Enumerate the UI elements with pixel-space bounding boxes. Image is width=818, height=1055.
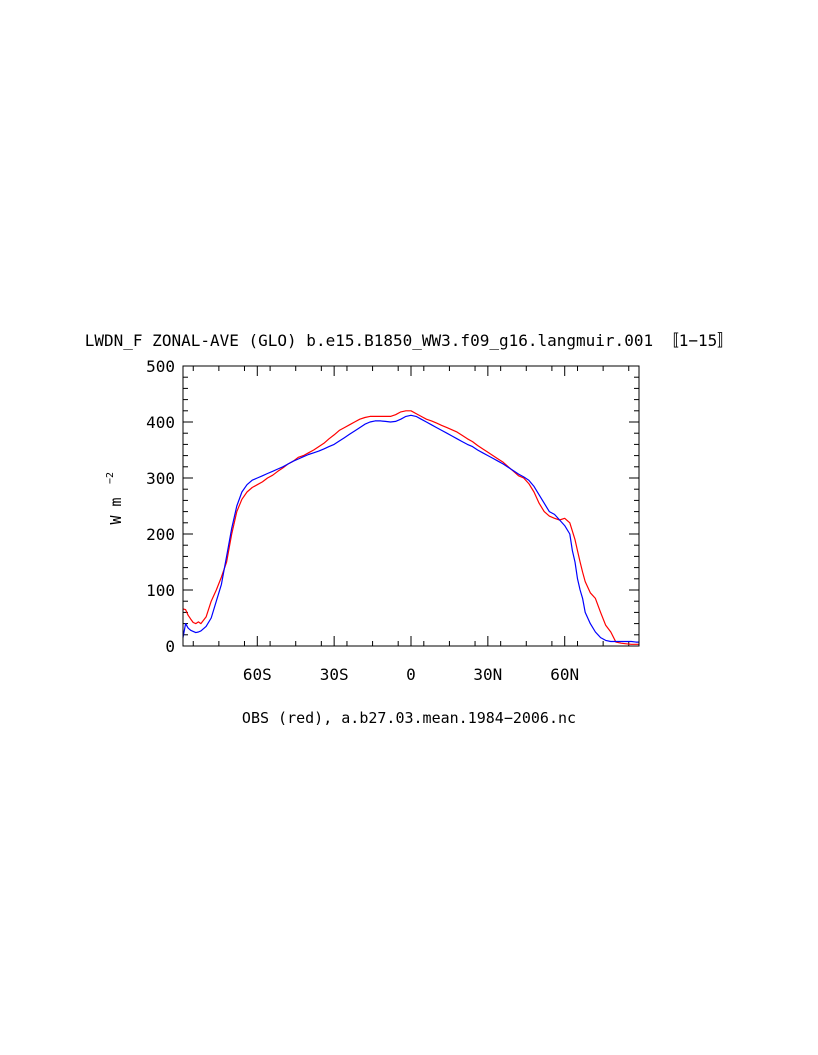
plot-frame bbox=[182, 365, 640, 647]
major-ticks bbox=[183, 365, 639, 647]
y-tick-label: 500 bbox=[146, 357, 175, 376]
y-tick-label: 200 bbox=[146, 525, 175, 544]
x-tick-label: 0 bbox=[406, 665, 416, 684]
x-tick-label: 60S bbox=[243, 665, 272, 684]
y-tick-label: 0 bbox=[165, 637, 175, 656]
y-axis-label: W m −2 bbox=[105, 472, 125, 525]
chart-title: LWDN_F ZONAL-AVE (GLO) b.e15.B1850_WW3.f… bbox=[85, 331, 734, 350]
y-tick-label: 300 bbox=[146, 469, 175, 488]
y-axis-label-exponent: −2 bbox=[105, 472, 116, 484]
y-tick-label: 400 bbox=[146, 413, 175, 432]
series-lines bbox=[182, 410, 639, 645]
y-tick-label: 100 bbox=[146, 581, 175, 600]
x-tick-label: 30N bbox=[473, 665, 502, 684]
model-series-line bbox=[182, 414, 639, 643]
minor-ticks bbox=[183, 365, 639, 647]
x-tick-label: 60N bbox=[550, 665, 579, 684]
x-tick-label: 30S bbox=[320, 665, 349, 684]
obs-series-line bbox=[182, 410, 639, 645]
y-axis-label-text: W m bbox=[107, 497, 125, 524]
tick-labels: 0 100 200 300 400 500 60S 30S 0 30N 60N bbox=[146, 357, 579, 684]
x-axis-label: OBS (red), a.b27.03.mean.1984−2006.nc bbox=[242, 709, 576, 727]
